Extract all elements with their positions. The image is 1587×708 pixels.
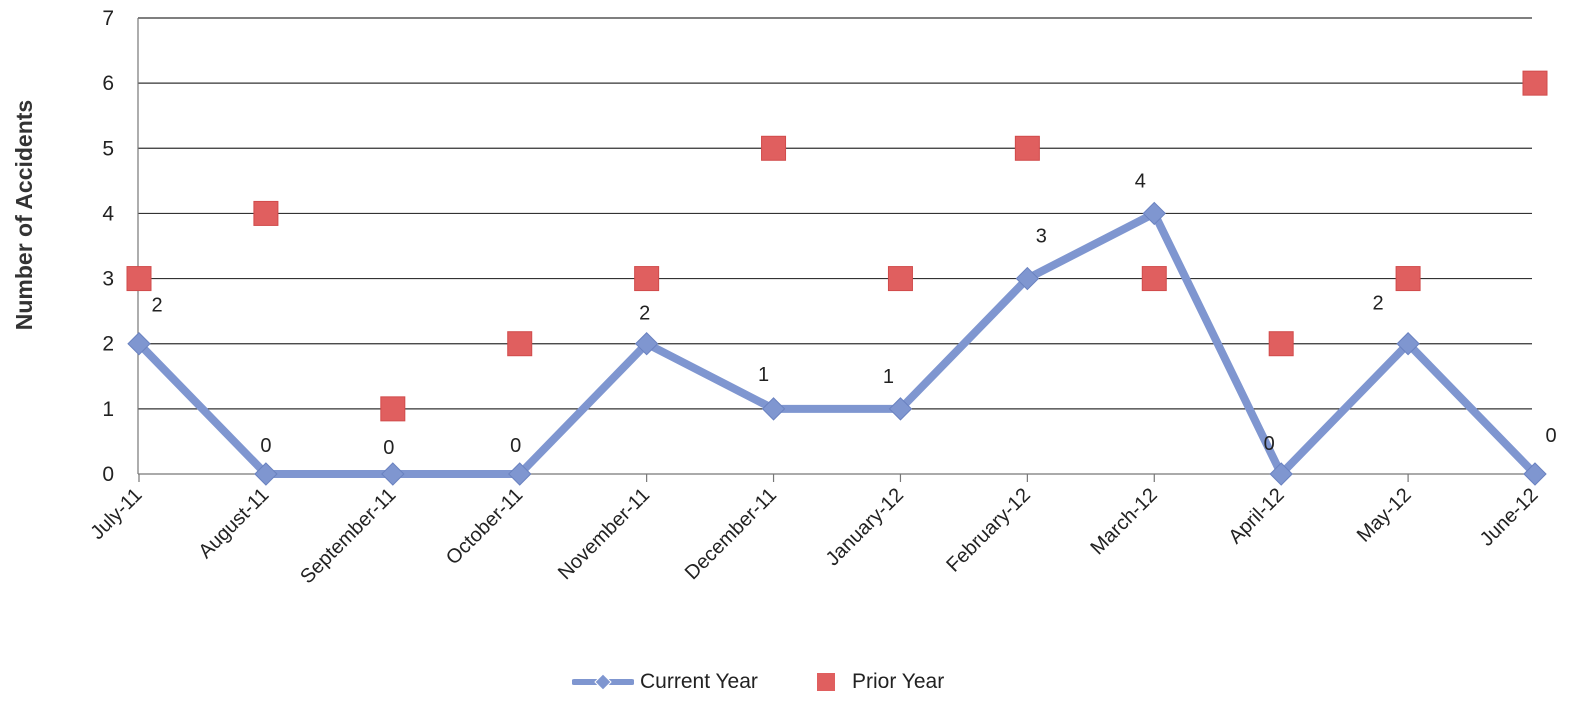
legend-square-icon bbox=[817, 673, 835, 691]
x-tick-label: June-12 bbox=[1476, 484, 1543, 551]
prior-year-point bbox=[1395, 266, 1421, 292]
prior-year-point bbox=[507, 331, 533, 357]
data-label-current-year: 0 bbox=[1264, 433, 1275, 455]
prior-year-point bbox=[634, 266, 660, 292]
current-year-point bbox=[1142, 201, 1166, 226]
prior-year-point bbox=[1522, 70, 1548, 96]
data-label-current-year: 2 bbox=[151, 295, 162, 317]
gridlines bbox=[138, 17, 1532, 475]
prior-year-point bbox=[1268, 331, 1294, 357]
data-label-current-year: 1 bbox=[883, 366, 894, 388]
x-tick-label: February-12 bbox=[942, 484, 1035, 577]
current-year-point bbox=[127, 332, 151, 356]
data-label-current-year: 1 bbox=[758, 364, 769, 386]
prior-year-point bbox=[253, 200, 279, 226]
y-tick-label: 7 bbox=[102, 7, 114, 30]
y-tick-label: 2 bbox=[102, 333, 114, 356]
x-tick-label: November-11 bbox=[554, 484, 654, 584]
current-year-point bbox=[1523, 462, 1547, 486]
legend-item-current-year: Current Year bbox=[572, 670, 758, 694]
legend-label-prior-year: Prior Year bbox=[852, 670, 945, 693]
data-label-current-year: 2 bbox=[1373, 293, 1384, 315]
data-label-current-year: 0 bbox=[383, 437, 394, 459]
x-tick-label: October-11 bbox=[442, 484, 527, 569]
prior-year-point bbox=[761, 135, 787, 161]
y-axis-label: Number of Accidents bbox=[11, 100, 37, 330]
prior-year-point bbox=[380, 396, 406, 422]
y-tick-label: 3 bbox=[102, 268, 114, 291]
current-year-point bbox=[634, 332, 659, 356]
x-tick-label: January-12 bbox=[822, 484, 908, 570]
y-tick-label: 1 bbox=[102, 398, 114, 421]
current-year-point bbox=[1269, 462, 1293, 486]
legend: Current Year Prior Year bbox=[0, 670, 1587, 702]
data-label-current-year: 0 bbox=[260, 435, 271, 457]
data-label-current-year: 3 bbox=[1036, 226, 1047, 248]
x-tick-label: May-12 bbox=[1353, 484, 1416, 547]
legend-line-diamond-icon bbox=[572, 673, 634, 691]
current-year-point bbox=[888, 397, 913, 421]
legend-label-current-year: Current Year bbox=[640, 670, 758, 693]
current-year-point bbox=[1396, 332, 1420, 356]
y-axis-tick-labels: 0 1 2 3 4 5 6 7 bbox=[102, 7, 114, 486]
y-tick-label: 4 bbox=[102, 202, 114, 225]
legend-item-prior-year: Prior Year bbox=[814, 670, 944, 694]
current-year-point bbox=[1015, 266, 1040, 291]
x-tick-label: March-12 bbox=[1087, 484, 1162, 559]
series-current-year bbox=[127, 201, 1547, 486]
data-labels: 2 0 0 0 2 1 1 3 4 0 2 0 bbox=[151, 170, 1556, 459]
series-prior-year bbox=[126, 70, 1548, 422]
data-label-current-year: 0 bbox=[1545, 425, 1556, 447]
prior-year-point bbox=[1014, 135, 1040, 161]
data-label-current-year: 2 bbox=[639, 303, 650, 325]
x-tick-label: April-12 bbox=[1224, 484, 1288, 548]
prior-year-point bbox=[1141, 266, 1167, 292]
current-year-point bbox=[761, 397, 786, 421]
current-year-line bbox=[135, 209, 1539, 478]
x-tick-label: December-11 bbox=[681, 484, 781, 584]
x-axis-tick-labels: July-11 August-11 September-11 October-11 No… bbox=[86, 484, 1542, 588]
current-year-point bbox=[508, 462, 532, 486]
y-tick-label: 5 bbox=[102, 137, 114, 160]
x-tick-label: July-11 bbox=[86, 484, 146, 544]
prior-year-point bbox=[126, 266, 152, 292]
y-tick-label: 6 bbox=[102, 72, 114, 95]
current-year-point bbox=[381, 462, 405, 486]
data-label-current-year: 0 bbox=[510, 435, 521, 457]
data-label-current-year: 4 bbox=[1135, 170, 1146, 192]
prior-year-point bbox=[887, 266, 913, 292]
current-year-point bbox=[254, 462, 278, 486]
x-tick-label: September-11 bbox=[296, 484, 400, 588]
y-tick-label: 0 bbox=[102, 463, 114, 486]
x-tick-label: August-11 bbox=[194, 484, 273, 563]
